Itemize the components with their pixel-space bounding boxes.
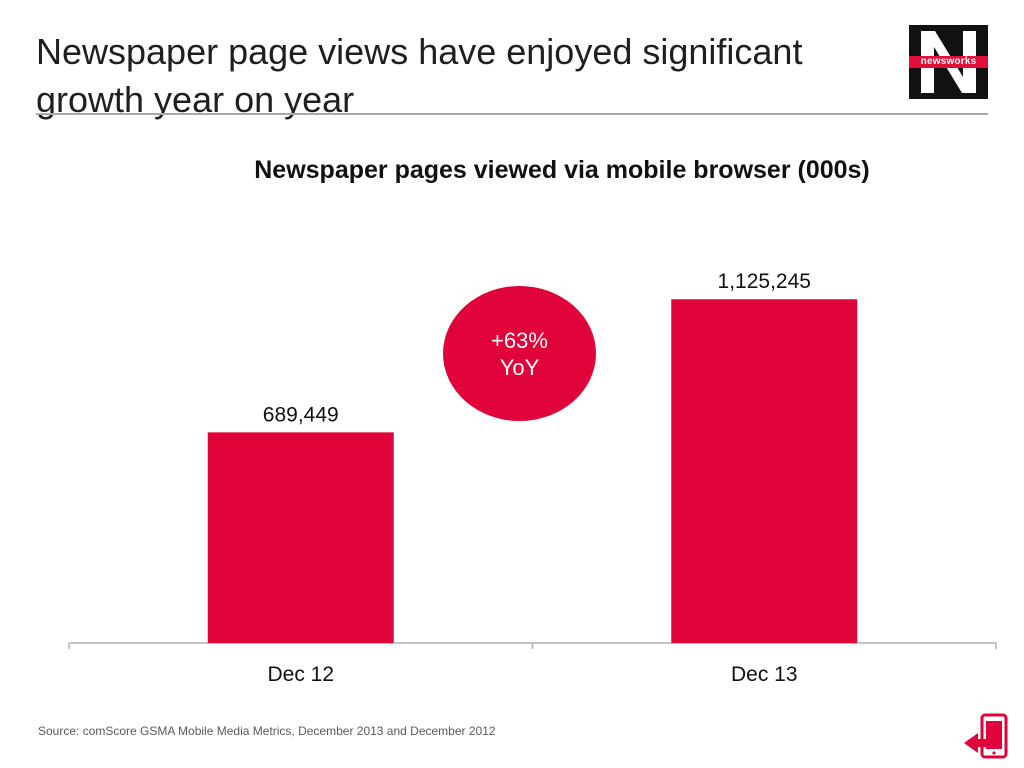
category-label: Dec 13 — [731, 663, 798, 686]
mobile-device-icon — [964, 713, 1008, 759]
source-note: Source: comScore GSMA Mobile Media Metri… — [38, 724, 496, 738]
title-divider — [36, 113, 988, 115]
bar-value-label: 1,125,245 — [718, 270, 811, 293]
callout-period: YoY — [499, 355, 540, 380]
bar-value-label: 689,449 — [263, 403, 339, 426]
callout-percent: +63% — [491, 328, 548, 353]
bar-dec-13 — [671, 299, 858, 643]
chart-title: Newspaper pages viewed via mobile browse… — [254, 156, 870, 184]
growth-callout: +63% YoY — [443, 286, 596, 421]
newsworks-logo: newsworks — [909, 25, 988, 99]
category-label: Dec 12 — [267, 663, 334, 686]
logo-wordmark: newsworks — [909, 56, 988, 68]
slide-title: Newspaper page views have enjoyed signif… — [36, 31, 803, 120]
bar-dec-12 — [207, 432, 394, 643]
